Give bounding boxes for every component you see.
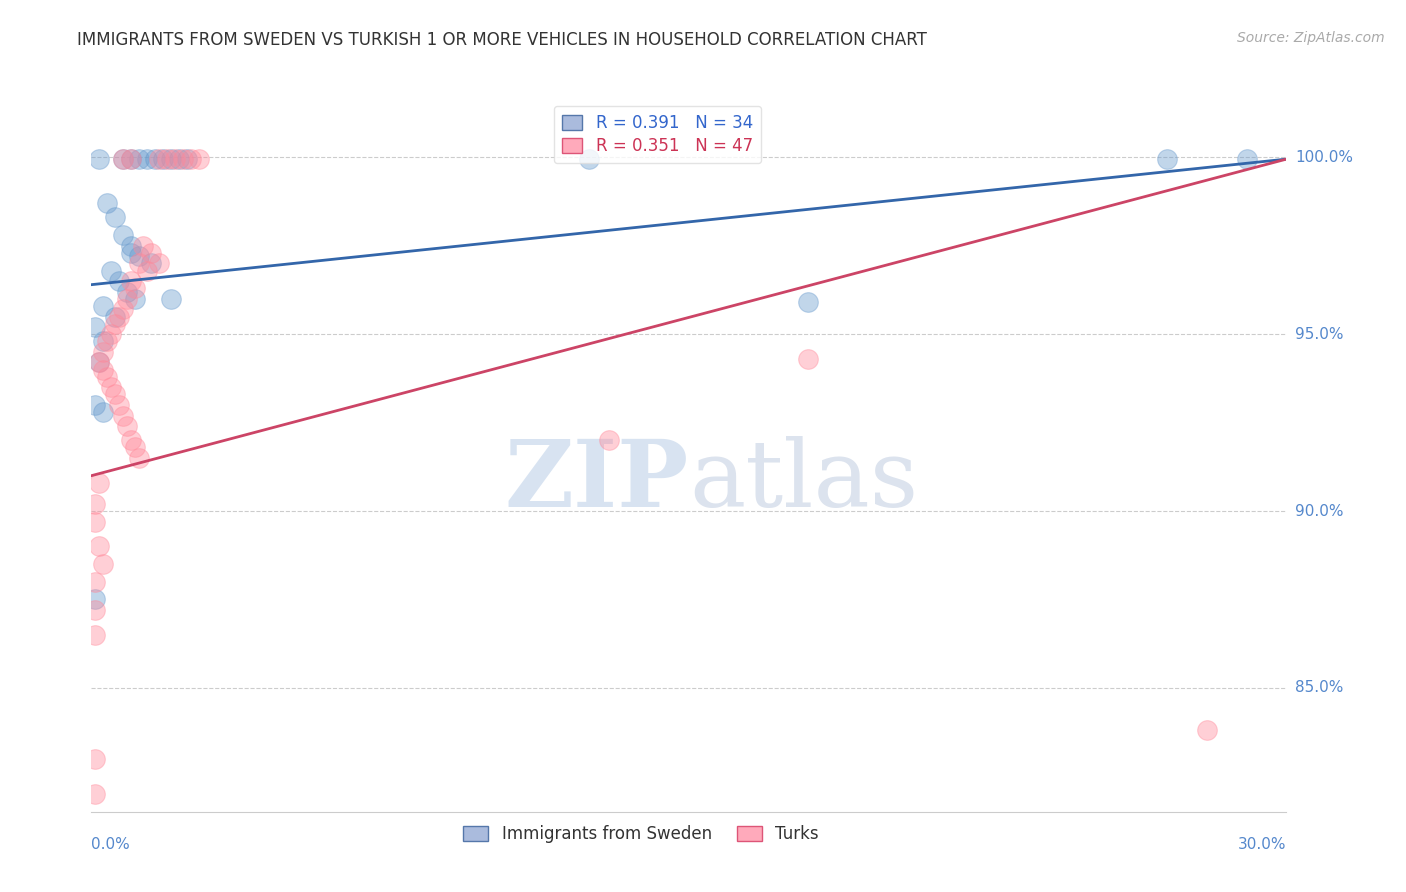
Point [148,256,170,270]
Point [141,245,162,260]
Point [180,152,202,166]
Point [163,152,186,166]
Point [128,152,150,166]
Point [124,281,146,295]
Point [120,239,142,253]
Point [100,263,122,277]
Point [578,152,600,166]
Point [136,263,159,277]
Point [104,317,127,331]
Point [84,497,107,511]
Point [115,292,138,306]
Point [143,152,166,166]
Point [136,152,159,166]
Text: ZIP: ZIP [505,436,689,526]
Point [120,152,142,166]
Point [100,380,122,394]
Point [797,351,820,366]
Point [112,409,135,423]
Text: 90.0%: 90.0% [1295,504,1343,518]
Point [112,152,135,166]
Point [84,515,107,529]
Text: Source: ZipAtlas.com: Source: ZipAtlas.com [1237,31,1385,45]
Point [104,211,127,225]
Point [93,362,115,376]
Point [1195,723,1218,738]
Point [84,320,107,334]
Point [93,405,115,419]
Point [104,310,127,324]
Point [108,310,131,324]
Point [108,398,131,412]
Point [89,355,111,369]
Point [172,152,194,166]
Point [100,327,122,342]
Point [132,239,155,253]
Point [797,295,820,310]
Point [124,441,146,455]
Point [96,369,118,384]
Text: 30.0%: 30.0% [1239,837,1286,852]
Point [128,450,150,465]
Point [89,355,111,369]
Point [124,292,146,306]
Point [96,196,118,211]
Point [176,152,198,166]
Point [148,152,170,166]
Point [104,387,127,401]
Point [152,152,174,166]
Point [160,152,183,166]
Point [167,152,190,166]
Point [120,152,142,166]
Text: 100.0%: 100.0% [1295,150,1353,165]
Text: 85.0%: 85.0% [1295,681,1343,696]
Legend: Immigrants from Sweden, Turks: Immigrants from Sweden, Turks [457,819,825,850]
Point [93,334,115,349]
Text: 95.0%: 95.0% [1295,326,1343,342]
Point [89,152,111,166]
Point [96,334,118,349]
Point [1236,152,1258,166]
Text: 0.0%: 0.0% [91,837,131,852]
Point [160,292,183,306]
Point [115,419,138,434]
Point [128,249,150,263]
Point [84,628,107,642]
Point [89,475,111,490]
Point [115,285,138,299]
Text: IMMIGRANTS FROM SWEDEN VS TURKISH 1 OR MORE VEHICLES IN HOUSEHOLD CORRELATION CH: IMMIGRANTS FROM SWEDEN VS TURKISH 1 OR M… [77,31,927,49]
Point [120,245,142,260]
Point [89,540,111,554]
Point [188,152,211,166]
Point [93,557,115,571]
Point [120,274,142,288]
Point [112,228,135,243]
Point [84,592,107,607]
Point [84,603,107,617]
Point [112,302,135,317]
Point [93,344,115,359]
Point [598,434,620,448]
Point [84,398,107,412]
Point [1156,152,1178,166]
Point [84,574,107,589]
Point [156,152,179,166]
Point [108,274,131,288]
Point [120,434,142,448]
Point [112,152,135,166]
Point [128,256,150,270]
Point [141,256,162,270]
Point [84,787,107,801]
Text: atlas: atlas [689,436,918,526]
Point [84,752,107,766]
Point [93,299,115,313]
